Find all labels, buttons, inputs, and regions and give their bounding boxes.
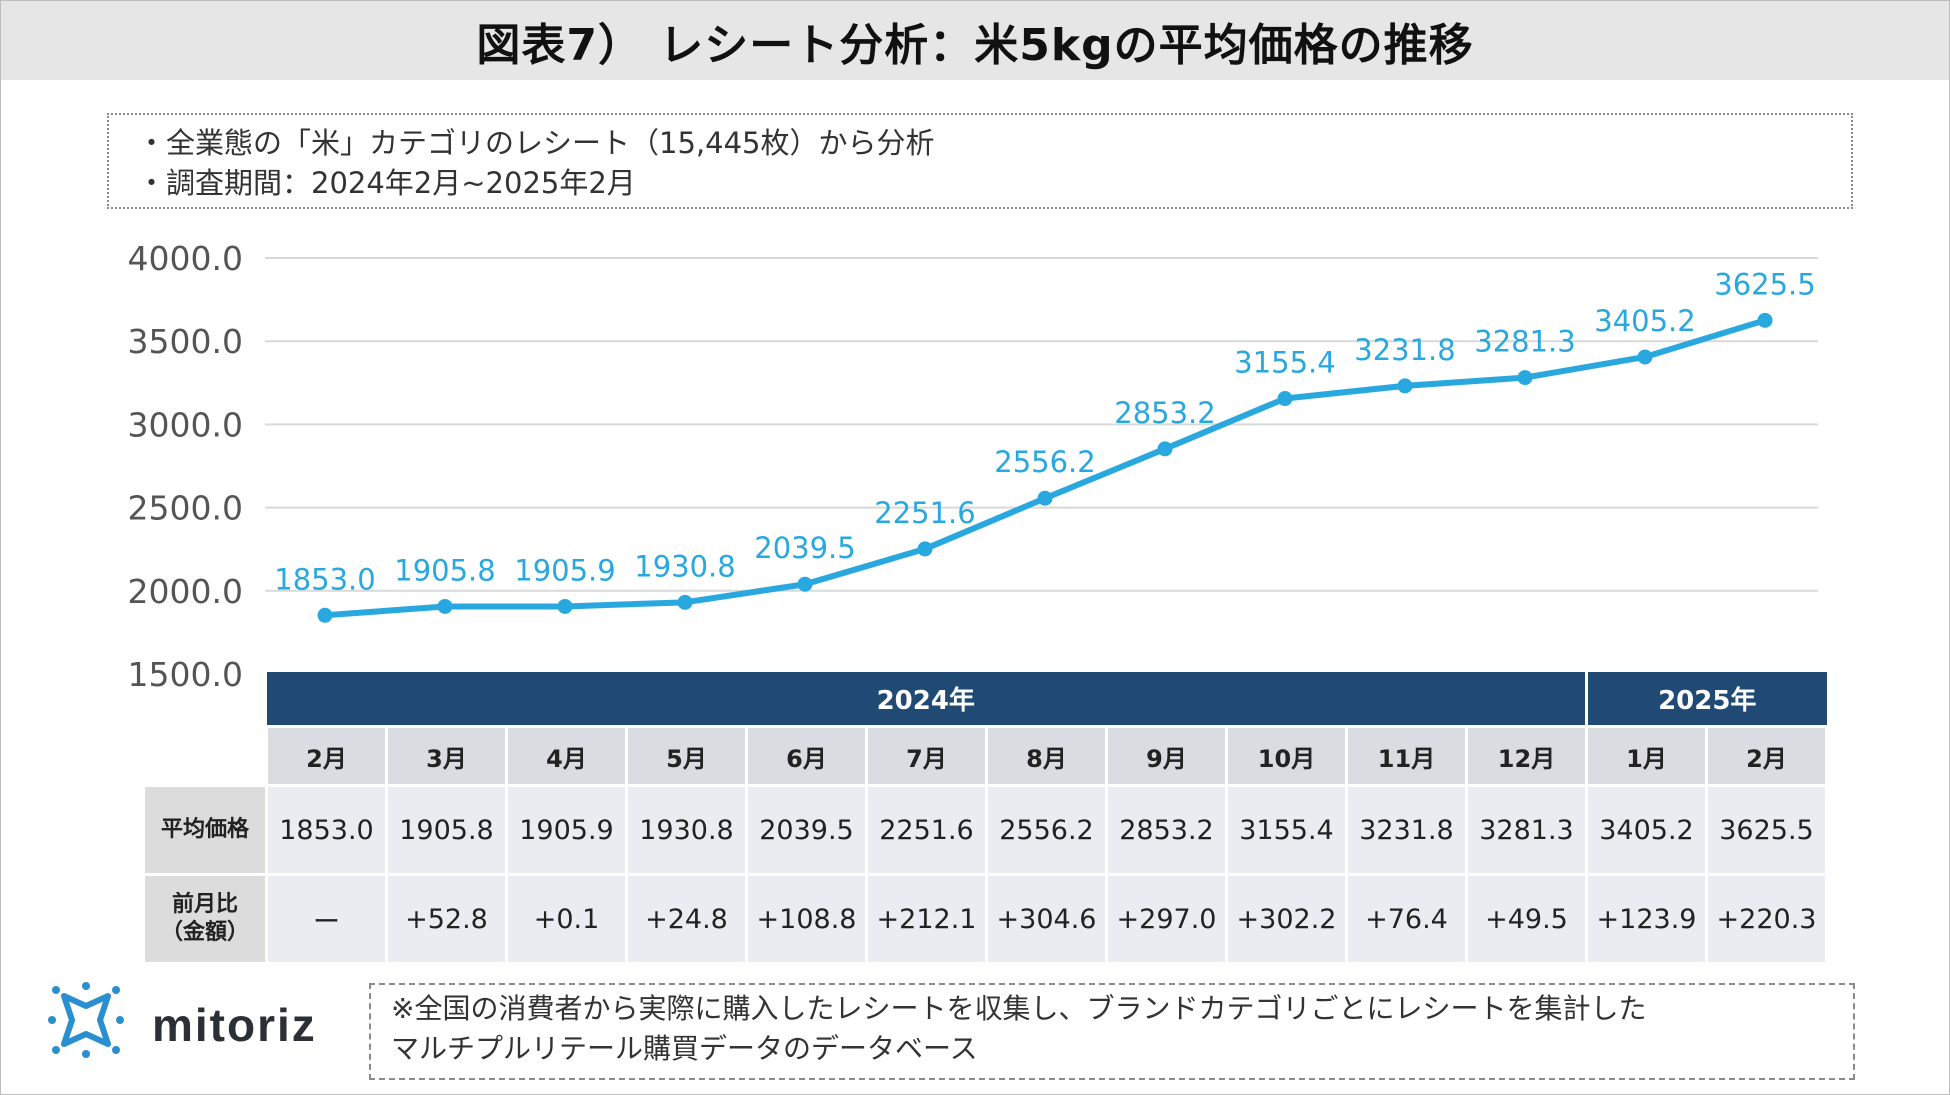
y-tick-label: 2500.0 bbox=[128, 489, 243, 528]
month-header-cell: 2月 bbox=[265, 725, 388, 787]
avg-price-cell: 3155.4 bbox=[1225, 784, 1348, 876]
year-header-cell: 2025年 bbox=[1586, 672, 1827, 727]
note-line: ・全業態の「米」カテゴリのレシート（15,445枚）から分析 bbox=[137, 126, 935, 160]
data-point bbox=[797, 576, 813, 592]
data-point bbox=[1757, 312, 1773, 328]
row-label-mom: 前月比 （金額） bbox=[142, 873, 268, 965]
mom-change-cell: +52.8 bbox=[385, 873, 508, 965]
month-header-cell: 5月 bbox=[625, 725, 748, 787]
data-table: 2024年 2025年 2月 3月 4月 5月 6月 7月 8月 9月 10月 11月 12月 1月 2月… bbox=[142, 672, 1828, 965]
mom-change-cell: +302.2 bbox=[1225, 873, 1348, 965]
data-point bbox=[557, 598, 573, 614]
data-label: 1905.8 bbox=[394, 553, 495, 587]
notes-box: ・全業態の「米」カテゴリのレシート（15,445枚）から分析 ・調査期間：202… bbox=[107, 113, 1853, 209]
mom-change-cell: +0.1 bbox=[505, 873, 628, 965]
avg-price-cell: 1853.0 bbox=[265, 784, 388, 876]
data-label: 2853.2 bbox=[1114, 396, 1215, 430]
data-point bbox=[1397, 378, 1413, 394]
data-label: 3281.3 bbox=[1474, 325, 1575, 359]
data-point bbox=[1277, 391, 1293, 407]
avg-price-cell: 1930.8 bbox=[625, 784, 748, 876]
data-label: 3155.4 bbox=[1234, 346, 1335, 380]
data-point bbox=[917, 541, 933, 557]
month-header-cell: 10月 bbox=[1225, 725, 1348, 787]
data-point bbox=[1157, 441, 1173, 457]
month-header-cell: 9月 bbox=[1105, 725, 1228, 787]
avg-price-cell: 2251.6 bbox=[865, 784, 988, 876]
table-corner bbox=[144, 727, 267, 786]
month-header-cell: 11月 bbox=[1345, 725, 1468, 787]
data-point bbox=[677, 594, 693, 610]
data-label: 3231.8 bbox=[1354, 333, 1455, 367]
avg-price-cell: 2556.2 bbox=[985, 784, 1108, 876]
chart-gridlines bbox=[265, 257, 1818, 592]
footnote-line: ※全国の消費者から実際に購入したレシートを収集し、ブランドカテゴリごとにレシート… bbox=[391, 992, 1647, 1025]
month-header-cell: 7月 bbox=[865, 725, 988, 787]
y-tick-label: 1500.0 bbox=[128, 655, 243, 694]
avg-price-cell: 2853.2 bbox=[1105, 784, 1228, 876]
data-label: 3405.2 bbox=[1594, 304, 1695, 338]
logo-text: mitoriz bbox=[152, 999, 317, 1051]
data-label: 2039.5 bbox=[754, 531, 855, 565]
data-label: 2556.2 bbox=[994, 445, 1095, 479]
mom-change-cell: +304.6 bbox=[985, 873, 1108, 965]
y-axis-tick-labels: 1500.0 2000.0 2500.0 3000.0 3500.0 4000.0 bbox=[128, 239, 243, 694]
y-tick-label: 3500.0 bbox=[128, 322, 243, 361]
avg-price-cell: 1905.8 bbox=[385, 784, 508, 876]
avg-price-cell: 3231.8 bbox=[1345, 784, 1468, 876]
avg-price-cell: 1905.9 bbox=[505, 784, 628, 876]
chart-series bbox=[317, 312, 1773, 623]
data-label: 1905.9 bbox=[514, 553, 615, 587]
row-label-line: 前月比 bbox=[171, 892, 238, 917]
line-chart: 1500.0 2000.0 2500.0 3000.0 3500.0 4000.0 185… bbox=[128, 239, 1818, 694]
data-label: 3625.5 bbox=[1714, 267, 1815, 301]
table-corner bbox=[144, 672, 267, 727]
month-header-row: 2月 3月 4月 5月 6月 7月 8月 9月 10月 11月 12月 1月 2月 bbox=[144, 725, 1828, 787]
mitoriz-logo-icon bbox=[48, 982, 124, 1058]
chart-data-labels: 1853.0 1905.8 1905.9 1930.8 2039.5 2251.6 2556… bbox=[274, 267, 1815, 596]
data-label: 2251.6 bbox=[874, 496, 975, 530]
avg-price-cell: 2039.5 bbox=[745, 784, 868, 876]
mom-change-cell: +212.1 bbox=[865, 873, 988, 965]
data-label: 1853.0 bbox=[274, 562, 375, 596]
data-point bbox=[1517, 370, 1533, 386]
month-header-cell: 1月 bbox=[1585, 725, 1708, 787]
data-point bbox=[1037, 490, 1053, 506]
month-header-cell: 12月 bbox=[1465, 725, 1588, 787]
row-label-avg-price: 平均価格 bbox=[142, 784, 268, 876]
mom-change-cell: +297.0 bbox=[1105, 873, 1228, 965]
y-tick-label: 4000.0 bbox=[128, 239, 243, 278]
y-tick-label: 2000.0 bbox=[128, 572, 243, 611]
month-header-cell: 4月 bbox=[505, 725, 628, 787]
mom-change-cell: +24.8 bbox=[625, 873, 748, 965]
month-header-cell: 2月 bbox=[1705, 725, 1828, 787]
data-point bbox=[1637, 349, 1653, 365]
mom-change-cell: ー bbox=[265, 873, 388, 965]
mom-change-cell: +123.9 bbox=[1585, 873, 1708, 965]
avg-price-cell: 3405.2 bbox=[1585, 784, 1708, 876]
mom-change-cell: +76.4 bbox=[1345, 873, 1468, 965]
year-header-cell: 2024年 bbox=[266, 672, 1588, 727]
avg-price-cell: 3281.3 bbox=[1465, 784, 1588, 876]
month-header-cell: 8月 bbox=[985, 725, 1108, 787]
data-point bbox=[317, 607, 333, 623]
note-line: ・調査期間：2024年2月~2025年2月 bbox=[137, 166, 636, 200]
page-title: 図表7） レシート分析：米5kgの平均価格の推移 bbox=[1, 1, 1949, 80]
month-header-cell: 6月 bbox=[745, 725, 868, 787]
mom-change-cell: +220.3 bbox=[1705, 873, 1828, 965]
footnote-box: ※全国の消費者から実際に購入したレシートを収集し、ブランドカテゴリごとにレシート… bbox=[369, 983, 1855, 1080]
footnote-line: マルチプルリテール購買データのデータベース bbox=[391, 1032, 978, 1065]
y-tick-label: 3000.0 bbox=[128, 405, 243, 444]
mom-change-cell: +108.8 bbox=[745, 873, 868, 965]
avg-price-row: 平均価格 1853.0 1905.8 1905.9 1930.8 2039.5 2251.6… bbox=[142, 784, 1828, 876]
data-label: 1930.8 bbox=[634, 549, 735, 583]
year-header-row: 2024年 2025年 bbox=[144, 672, 1827, 727]
data-point bbox=[437, 598, 453, 614]
mom-change-cell: +49.5 bbox=[1465, 873, 1588, 965]
mom-change-row: 前月比 （金額） ー +52.8 +0.1 +24.8 +108.8 +212.1 +304.6… bbox=[142, 873, 1828, 965]
avg-price-cell: 3625.5 bbox=[1705, 784, 1828, 876]
row-label-line: （金額） bbox=[160, 920, 249, 945]
month-header-cell: 3月 bbox=[385, 725, 508, 787]
